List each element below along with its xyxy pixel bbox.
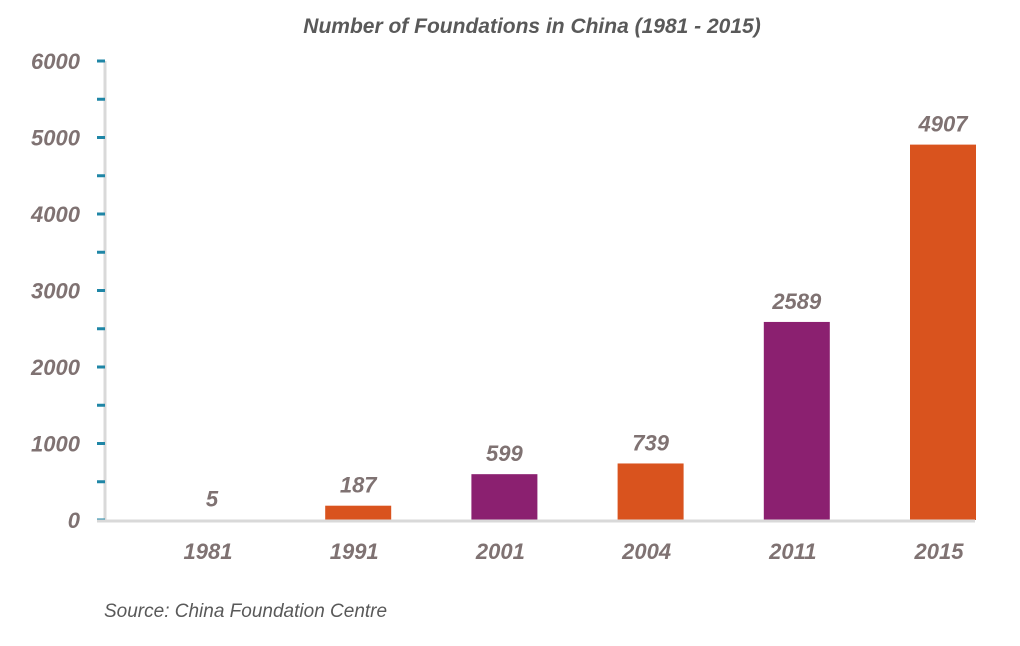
- data-label: 4907: [918, 112, 970, 137]
- data-label: 2589: [771, 289, 822, 314]
- data-label: 187: [340, 473, 378, 498]
- source-note: Source: China Foundation Centre: [104, 601, 387, 622]
- x-tick-label: 2015: [914, 539, 965, 564]
- bar: [617, 463, 684, 520]
- y-tick-label: 2000: [30, 355, 81, 380]
- y-axis: 0 1000 2000 3000 4000 5000 6000: [30, 49, 107, 533]
- x-tick-label: 1991: [330, 539, 379, 564]
- x-axis: 1981 1991 2001 2004 2011 2015: [97, 519, 975, 564]
- bars: 5 187 599 739 2589 4907: [179, 112, 976, 520]
- y-tick-label: 5000: [31, 126, 81, 151]
- data-label: 599: [486, 441, 523, 466]
- data-label: 5: [206, 487, 219, 512]
- y-tick-label: 0: [68, 508, 81, 533]
- x-tick-label: 1981: [184, 539, 233, 564]
- data-label: 739: [632, 430, 669, 455]
- x-tick-label: 2011: [768, 539, 816, 564]
- bar: [763, 321, 830, 520]
- bar: [910, 144, 976, 520]
- bar: [471, 474, 538, 520]
- y-tick-label: 1000: [31, 432, 81, 457]
- x-tick-label: 2001: [475, 539, 525, 564]
- x-tick-label: 2004: [621, 539, 671, 564]
- y-tick-label: 4000: [30, 202, 81, 227]
- bar: [325, 505, 392, 520]
- y-tick-label: 6000: [31, 49, 81, 74]
- chart-title: Number of Foundations in China (1981 - 2…: [303, 15, 760, 38]
- y-tick-label: 3000: [31, 279, 81, 304]
